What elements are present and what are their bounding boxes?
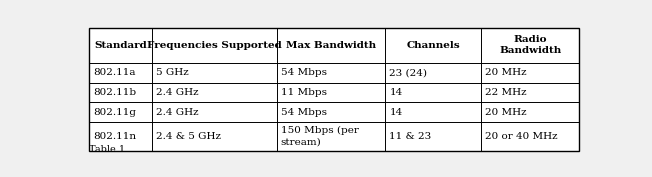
Text: 2.4 & 5 GHz: 2.4 & 5 GHz <box>156 132 221 141</box>
Text: 5 GHz: 5 GHz <box>156 68 188 77</box>
Text: 22 MHz: 22 MHz <box>485 88 527 97</box>
Bar <box>89 28 579 151</box>
Text: 20 or 40 MHz: 20 or 40 MHz <box>485 132 557 141</box>
Text: Channels: Channels <box>406 41 460 50</box>
Text: 150 Mbps (per
stream): 150 Mbps (per stream) <box>280 126 359 147</box>
Text: 802.11n: 802.11n <box>93 132 136 141</box>
Text: 23 (24): 23 (24) <box>389 68 428 77</box>
Text: 11 Mbps: 11 Mbps <box>280 88 327 97</box>
Text: Table 1: Table 1 <box>89 145 125 154</box>
Text: 802.11a: 802.11a <box>93 68 136 77</box>
Text: Radio
Bandwidth: Radio Bandwidth <box>499 35 561 55</box>
Text: 20 MHz: 20 MHz <box>485 108 527 117</box>
Text: 20 MHz: 20 MHz <box>485 68 527 77</box>
Text: Max Bandwidth: Max Bandwidth <box>286 41 376 50</box>
Text: 54 Mbps: 54 Mbps <box>280 108 327 117</box>
Text: 11 & 23: 11 & 23 <box>389 132 432 141</box>
Text: 802.11b: 802.11b <box>93 88 136 97</box>
Text: 2.4 GHz: 2.4 GHz <box>156 88 198 97</box>
Text: 14: 14 <box>389 108 403 117</box>
Text: 54 Mbps: 54 Mbps <box>280 68 327 77</box>
Text: Frequencies Supported: Frequencies Supported <box>147 41 282 50</box>
Text: 802.11g: 802.11g <box>93 108 136 117</box>
Text: 14: 14 <box>389 88 403 97</box>
Text: Standard: Standard <box>94 41 147 50</box>
Text: 2.4 GHz: 2.4 GHz <box>156 108 198 117</box>
